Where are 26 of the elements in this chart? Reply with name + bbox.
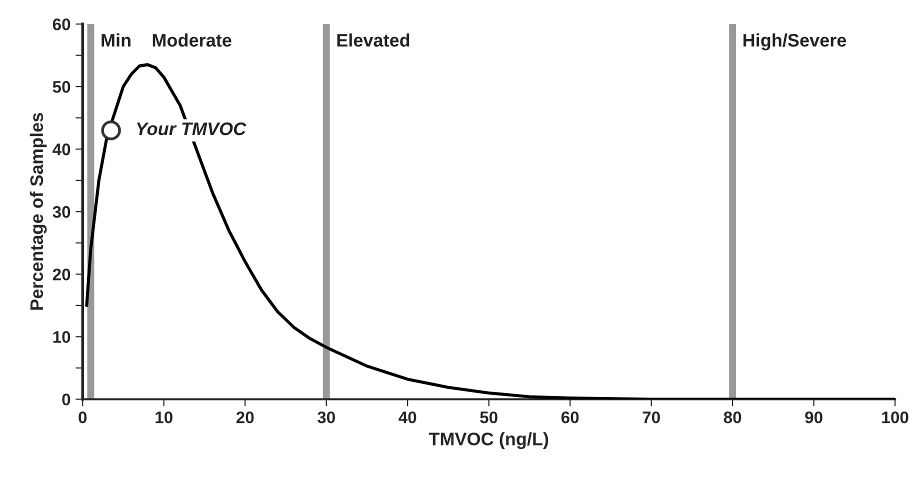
x-tick-label: 20 [236, 411, 254, 424]
y-tick-label: 60 [52, 18, 70, 30]
x-tick-label: 30 [317, 411, 335, 424]
x-tick-label: 80 [724, 411, 742, 424]
x-tick-label: 0 [78, 411, 87, 424]
y-tick-label: 30 [52, 206, 70, 218]
x-tick-label: 60 [561, 411, 579, 424]
ref-line-label: High/Severe [744, 33, 846, 50]
x-tick-label: 90 [805, 411, 822, 424]
x-tick-label: 50 [480, 411, 498, 424]
line-series [85, 63, 896, 400]
y-tick-label: 50 [52, 80, 70, 93]
series-label: Your TMVOC [136, 122, 246, 136]
y-tick-label: 0 [62, 394, 70, 406]
x-tick-label: 70 [642, 411, 660, 424]
annotation: Moderate [152, 33, 232, 47]
x-axis-title: TMVOC (ng/L) [428, 432, 548, 450]
y-tick-label: 40 [52, 144, 70, 156]
y-tick-label: 20 [52, 268, 70, 280]
x-tick-label: 10 [156, 411, 172, 424]
y-axis-title: Percentage of Samples [30, 113, 47, 310]
x-tick-label: 40 [398, 411, 416, 424]
x-tick-label: 100 [882, 411, 908, 424]
ref-line-label: Min [102, 33, 130, 47]
ref-line-label: Elevated [337, 33, 410, 47]
y-tick-label: 10 [53, 331, 70, 343]
